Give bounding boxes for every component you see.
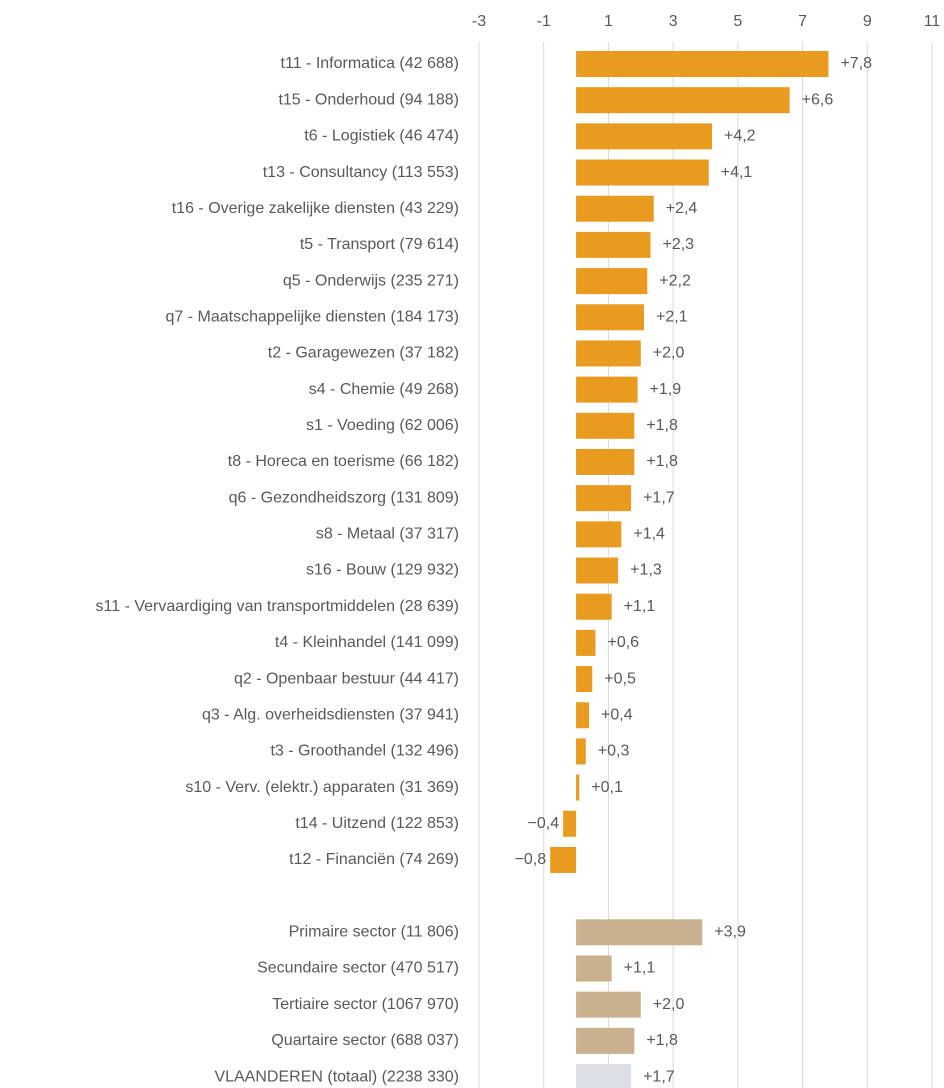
value-label: +0,3	[598, 743, 630, 760]
category-label: q5 - Onderwijs (235 271)	[283, 272, 459, 289]
bar	[576, 666, 593, 693]
value-label: +2,4	[666, 200, 698, 217]
value-label: +2,0	[653, 996, 685, 1013]
bar	[576, 340, 641, 367]
bar	[576, 1064, 632, 1088]
value-label: +2,3	[662, 236, 694, 253]
bar	[576, 51, 829, 77]
category-label: t15 - Onderhoud (94 188)	[278, 91, 459, 108]
x-tick-label: -3	[472, 13, 486, 30]
bar	[563, 810, 577, 837]
category-label: q7 - Maatschappelijke diensten (184 173)	[165, 308, 459, 325]
value-label: +6,6	[802, 91, 834, 108]
value-label: +7,8	[840, 55, 872, 72]
bar	[550, 846, 577, 873]
category-label: t14 - Uitzend (122 853)	[295, 815, 459, 832]
value-label: +2,1	[656, 308, 688, 325]
value-label: +1,7	[643, 489, 675, 506]
value-label: +0,5	[604, 670, 636, 687]
value-label: +1,3	[630, 562, 662, 579]
category-label: q3 - Alg. overheidsdiensten (37 941)	[202, 706, 459, 723]
x-tick-label: 7	[798, 13, 807, 30]
bar	[576, 448, 635, 475]
bar	[576, 412, 635, 439]
category-label: t11 - Informatica (42 688)	[281, 55, 459, 72]
x-tick-label: 3	[669, 13, 678, 30]
category-label: s11 - Vervaardiging van transportmiddele…	[96, 598, 459, 615]
x-tick-label: 1	[604, 13, 613, 30]
x-tick-label: 11	[924, 13, 941, 30]
bar	[576, 304, 645, 331]
bar	[576, 593, 612, 620]
value-label: +4,2	[724, 128, 756, 145]
value-label: +1,9	[650, 381, 682, 398]
value-label: +0,1	[591, 779, 623, 796]
category-label: Tertiaire sector (1067 970)	[272, 996, 459, 1013]
bar	[576, 774, 580, 801]
bar	[576, 991, 641, 1018]
value-label: +0,6	[607, 634, 639, 651]
category-label: t13 - Consultancy (113 553)	[263, 164, 459, 181]
category-label: q6 - Gezondheidszorg (131 809)	[229, 489, 459, 506]
category-label: s10 - Verv. (elektr.) apparaten (31 369)	[185, 779, 459, 796]
bar	[576, 195, 654, 222]
bar	[576, 629, 596, 656]
bar	[576, 231, 651, 258]
value-label: +1,8	[646, 453, 678, 470]
bar	[576, 521, 622, 548]
category-label: s4 - Chemie (49 268)	[309, 381, 459, 398]
bar	[576, 919, 703, 946]
x-tick-label: 5	[733, 13, 742, 30]
category-label: t12 - Financiën (74 269)	[289, 851, 459, 868]
category-label: s16 - Bouw (129 932)	[306, 562, 459, 579]
value-label: +1,8	[646, 417, 678, 434]
value-label: +1,1	[624, 960, 656, 977]
category-label: q2 - Openbaar bestuur (44 417)	[234, 670, 459, 687]
bar	[576, 557, 619, 584]
bar	[576, 268, 648, 295]
value-label: +1,7	[643, 1068, 675, 1085]
bar	[576, 955, 612, 982]
value-label: −0,8	[515, 851, 547, 868]
category-label: t4 - Kleinhandel (141 099)	[275, 634, 459, 651]
value-label: +3,9	[714, 924, 746, 941]
category-label: Quartaire sector (688 037)	[271, 1032, 459, 1049]
category-label: VLAANDEREN (totaal) (2238 330)	[214, 1068, 459, 1085]
value-label: +2,2	[659, 272, 691, 289]
category-label: t2 - Garagewezen (37 182)	[268, 345, 459, 362]
bar	[576, 376, 638, 403]
bar	[576, 123, 712, 150]
value-label: −0,4	[528, 815, 560, 832]
value-label: +4,1	[721, 164, 753, 181]
value-label: +1,4	[633, 526, 665, 543]
category-label: t5 - Transport (79 614)	[300, 236, 459, 253]
category-label: s8 - Metaal (37 317)	[316, 526, 459, 543]
bar	[576, 702, 590, 729]
value-label: +1,8	[646, 1032, 678, 1049]
bar	[576, 485, 632, 512]
value-label: +2,0	[653, 345, 685, 362]
bar	[576, 1027, 635, 1054]
category-label: s1 - Voeding (62 006)	[306, 417, 459, 434]
category-label: Primaire sector (11 806)	[289, 924, 459, 941]
bar	[576, 87, 790, 114]
category-label: t3 - Groothandel (132 496)	[270, 743, 459, 760]
category-label: Secundaire sector (470 517)	[257, 960, 459, 977]
value-label: +1,1	[624, 598, 656, 615]
category-label: t16 - Overige zakelijke diensten (43 229…	[172, 200, 459, 217]
category-label: t8 - Horeca en toerisme (66 182)	[228, 453, 459, 470]
category-label: t6 - Logistiek (46 474)	[304, 128, 459, 145]
bar	[576, 738, 586, 765]
bar	[576, 159, 709, 186]
x-tick-label: -1	[537, 13, 551, 30]
x-tick-label: 9	[863, 13, 872, 30]
value-label: +0,4	[601, 706, 633, 723]
